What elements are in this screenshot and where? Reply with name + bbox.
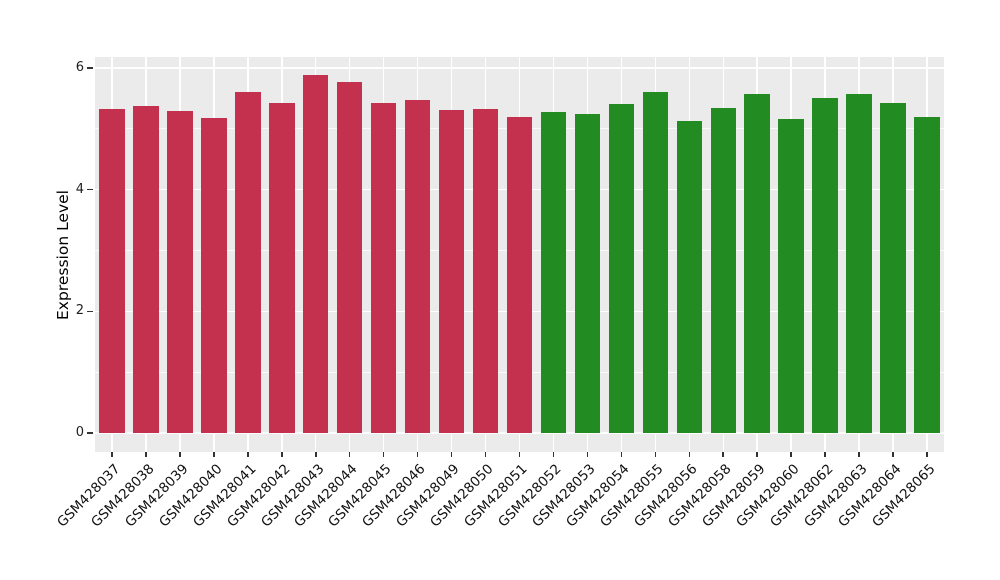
x-tick-mark-GSM428064 xyxy=(892,452,894,457)
bar-GSM428054 xyxy=(608,104,635,434)
bar-GSM428044 xyxy=(336,81,363,434)
x-tick-mark-GSM428059 xyxy=(756,452,758,457)
x-tick-mark-GSM428060 xyxy=(790,452,792,457)
bar-GSM428056 xyxy=(676,120,703,434)
y-tick-mark-0 xyxy=(87,432,93,434)
bar-GSM428060 xyxy=(778,119,804,434)
bar-GSM428059 xyxy=(744,94,770,434)
x-tick-mark-GSM428056 xyxy=(688,452,691,457)
x-tick-mark-GSM428044 xyxy=(348,452,351,457)
x-tick-mark-GSM428049 xyxy=(450,452,453,457)
x-tick-mark-GSM428063 xyxy=(858,452,860,457)
plot-panel xyxy=(95,57,944,452)
y-tick-label-4: 4 xyxy=(75,181,84,197)
bar-GSM428040 xyxy=(201,117,227,434)
x-tick-mark-GSM428038 xyxy=(145,452,147,457)
x-tick-mark-GSM428053 xyxy=(586,452,589,457)
x-tick-mark-GSM428062 xyxy=(824,452,826,457)
x-tick-mark-GSM428043 xyxy=(314,452,317,457)
bar-GSM428038 xyxy=(133,106,159,434)
bar-GSM428041 xyxy=(235,92,261,434)
bar-GSM428043 xyxy=(303,74,329,434)
x-tick-mark-GSM428050 xyxy=(484,452,487,457)
y-axis-title: Expression Level xyxy=(54,190,72,320)
bar-GSM428050 xyxy=(472,108,499,434)
bar-GSM428039 xyxy=(167,110,193,434)
bar-GSM428042 xyxy=(269,102,295,434)
y-tick-mark-6 xyxy=(87,67,93,69)
x-tick-mark-GSM428058 xyxy=(722,452,725,457)
bar-GSM428045 xyxy=(370,102,397,434)
x-tick-mark-GSM428051 xyxy=(518,452,521,457)
bar-GSM428058 xyxy=(710,107,736,434)
bar-GSM428052 xyxy=(540,111,567,434)
y-tick-label-6: 6 xyxy=(75,59,84,75)
bar-GSM428051 xyxy=(506,117,533,434)
bar-GSM428063 xyxy=(846,94,872,434)
bar-GSM428062 xyxy=(812,98,838,434)
x-tick-mark-GSM428045 xyxy=(382,452,385,457)
y-tick-mark-4 xyxy=(87,188,93,191)
x-tick-mark-GSM428040 xyxy=(213,452,215,457)
y-tick-label-2: 2 xyxy=(75,303,84,319)
x-tick-mark-GSM428039 xyxy=(179,452,181,457)
x-tick-mark-GSM428055 xyxy=(654,452,657,457)
bar-GSM428064 xyxy=(880,102,906,434)
bar-GSM428053 xyxy=(574,113,601,434)
bar-GSM428055 xyxy=(642,91,669,434)
x-tick-mark-GSM428054 xyxy=(620,452,623,457)
x-tick-mark-GSM428052 xyxy=(552,452,555,457)
x-tick-mark-GSM428065 xyxy=(926,452,928,457)
x-tick-mark-GSM428042 xyxy=(280,452,283,457)
y-tick-label-0: 0 xyxy=(75,425,84,441)
x-tick-mark-GSM428046 xyxy=(416,452,419,457)
bar-GSM428046 xyxy=(404,99,431,434)
bar-GSM428037 xyxy=(99,109,125,434)
bar-GSM428049 xyxy=(438,109,465,434)
y-tick-mark-2 xyxy=(87,310,93,313)
x-tick-mark-GSM428041 xyxy=(247,452,249,457)
bar-GSM428065 xyxy=(914,116,940,434)
x-tick-mark-GSM428037 xyxy=(111,452,113,457)
